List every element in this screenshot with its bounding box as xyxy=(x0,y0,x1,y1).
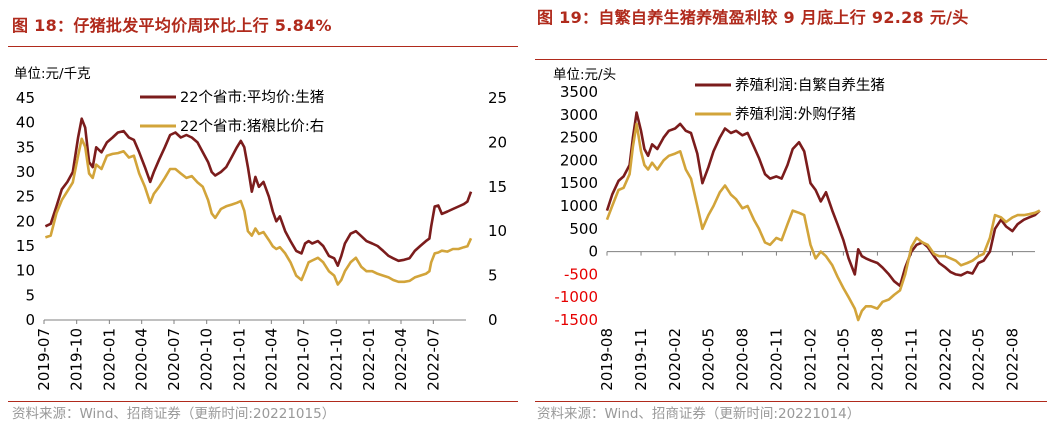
figure-title: 图 18：仔猪批发平均价周环比上行 5.84% xyxy=(12,16,332,35)
series-line xyxy=(44,117,473,267)
source-rule xyxy=(535,401,1047,402)
x-tick-label: 2022-07 xyxy=(424,328,442,391)
y2-tick-label: 0 xyxy=(488,311,498,329)
y-tick-label: 1000 xyxy=(560,197,598,215)
source-note: 资料来源：Wind、招商证券（更新时间:20221014） xyxy=(537,406,861,422)
legend-label: 22个省市:平均价:生猪 xyxy=(180,89,324,106)
legend-label: 养殖利润:外购仔猪 xyxy=(735,106,856,123)
y-tick-label: 10 xyxy=(16,262,35,280)
left-panel: 图 18：仔猪批发平均价周环比上行 5.84% 单位:元/千克 0 5 10 15 20 2… xyxy=(0,0,527,428)
right-panel: 图 19：自繁自养生猪养殖盈利较 9 月底上行 92.28 元/头 单位:元/头… xyxy=(527,0,1055,428)
x-tick-label: 2021-04 xyxy=(262,328,280,391)
y-tick-label: 3000 xyxy=(560,106,598,124)
x-tick-label: 2022-04 xyxy=(392,328,410,391)
y-tick-label: 2000 xyxy=(560,151,598,169)
y-tick-label: 2500 xyxy=(560,129,598,147)
legend-label: 养殖利润:自繁自养生猪 xyxy=(735,77,885,94)
figure-title: 图 19：自繁自养生猪养殖盈利较 9 月底上行 92.28 元/头 xyxy=(537,8,969,27)
y-tick-label: 30 xyxy=(16,163,35,181)
y-tick-label: -1500 xyxy=(554,311,598,329)
x-tick-label: 2020-11 xyxy=(767,328,785,391)
legend-label: 22个省市:猪粮比价:右 xyxy=(180,118,324,135)
y-tick-label: 5 xyxy=(25,286,35,304)
x-tick-label: 2021-08 xyxy=(868,328,886,391)
x-tick-label: 2019-11 xyxy=(632,328,650,391)
y-tick-label: 1500 xyxy=(560,174,598,192)
source-note: 资料来源：Wind、招商证券（更新时间:20221015） xyxy=(12,406,336,422)
x-tick-label: 2022-02 xyxy=(936,328,954,391)
series-line xyxy=(44,137,473,286)
y2-tick-label: 5 xyxy=(488,267,498,285)
series-line xyxy=(605,122,1041,322)
x-tick-label: 2020-07 xyxy=(165,328,183,391)
y2-tick-label: 10 xyxy=(488,222,507,240)
y-tick-label: -500 xyxy=(564,265,598,283)
x-tick-label: 2020-10 xyxy=(198,328,216,391)
x-tick-label: 2020-01 xyxy=(100,328,118,391)
y-tick-label: 35 xyxy=(16,138,35,156)
x-tick-label: 2021-07 xyxy=(295,328,313,391)
y-tick-label: 40 xyxy=(16,114,35,132)
x-tick-label: 2021-01 xyxy=(230,328,248,391)
y2-tick-label: 15 xyxy=(488,178,507,196)
x-tick-label: 2021-02 xyxy=(801,328,819,391)
y-tick-label: 0 xyxy=(588,243,598,261)
x-tick-label: 2021-11 xyxy=(902,328,920,391)
x-tick-label: 2022-08 xyxy=(1003,328,1021,391)
x-tick-label: 2020-05 xyxy=(699,328,717,391)
title-rule xyxy=(8,46,518,47)
title-rule xyxy=(535,59,1047,60)
piglet-price-chart: 单位:元/千克 0 5 10 15 20 25 30 35 40 45 0 5 10 15 20 25 2019-… xyxy=(14,66,507,391)
series-line xyxy=(605,111,1041,288)
x-tick-label: 2021-10 xyxy=(327,328,345,391)
unit-label: 单位:元/千克 xyxy=(14,66,91,82)
y2-tick-label: 25 xyxy=(488,89,507,107)
y-tick-label: 25 xyxy=(16,188,35,206)
x-tick-label: 2020-04 xyxy=(133,328,151,391)
y-tick-label: 500 xyxy=(569,220,598,238)
y-tick-label: -1000 xyxy=(554,288,598,306)
y-tick-label: 0 xyxy=(25,311,35,329)
x-tick-label: 2019-07 xyxy=(35,328,53,391)
y-tick-label: 45 xyxy=(16,89,35,107)
x-tick-label: 2022-01 xyxy=(360,328,378,391)
hog-profit-chart: 单位:元/头 -1500 -1000 -500 0 500 1000 1500 2000 2500… xyxy=(553,67,1041,391)
x-tick-label: 2022-05 xyxy=(969,328,987,391)
x-tick-label: 2020-08 xyxy=(733,328,751,391)
y-tick-label: 15 xyxy=(16,237,35,255)
source-rule xyxy=(8,401,518,402)
x-tick-label: 2019-08 xyxy=(598,328,616,391)
y2-tick-label: 20 xyxy=(488,133,507,151)
y-tick-label: 3500 xyxy=(560,83,598,101)
x-tick-label: 2019-10 xyxy=(68,328,86,391)
x-tick-label: 2020-02 xyxy=(666,328,684,391)
x-tick-label: 2021-05 xyxy=(834,328,852,391)
y-tick-label: 20 xyxy=(16,212,35,230)
unit-label: 单位:元/头 xyxy=(553,67,616,83)
